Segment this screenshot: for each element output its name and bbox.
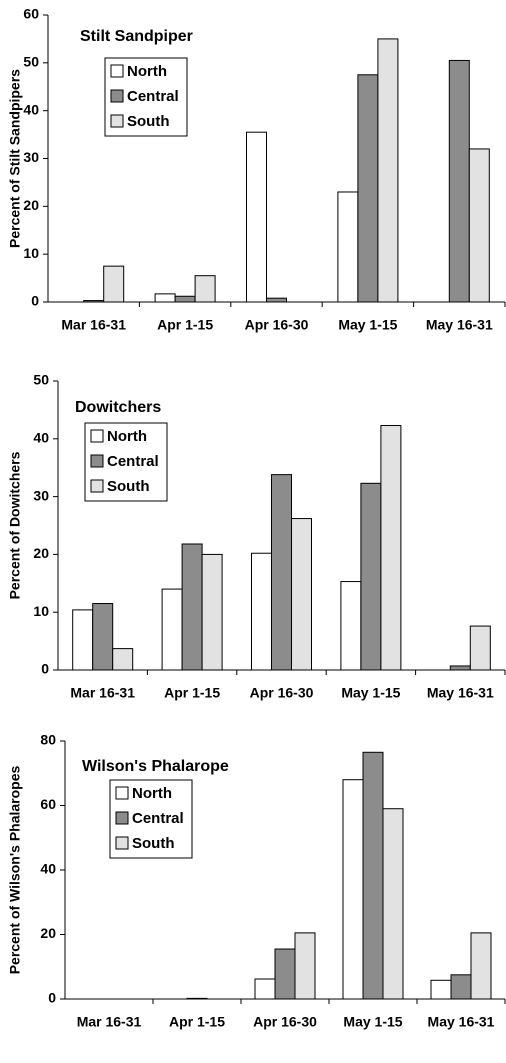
legend-label: Central [127, 88, 179, 105]
bar [103, 265, 125, 303]
x-tick-label: Apr 1-15 [164, 685, 220, 701]
bar [448, 59, 470, 303]
y-tick-label: 10 [33, 603, 49, 619]
legend-label: North [127, 63, 167, 80]
bar [337, 191, 359, 303]
y-tick-label: 50 [23, 54, 39, 70]
bar [112, 648, 134, 671]
y-axis-label: Percent of Dowitchers [7, 451, 23, 599]
bar [450, 974, 472, 1000]
y-tick-label: 10 [23, 245, 39, 261]
chart-title: Wilson's Phalarope [82, 758, 229, 775]
bar [430, 979, 452, 1000]
bar [194, 275, 216, 303]
y-axis-label: Percent of Stilt Sandpipers [7, 69, 23, 248]
x-tick-label: May 16-31 [426, 317, 493, 333]
bar [362, 751, 384, 1000]
bar [161, 588, 183, 671]
bar [360, 482, 382, 671]
bar [291, 518, 312, 671]
legend-label: North [132, 785, 172, 802]
x-tick-label: Apr 16-30 [250, 685, 314, 701]
legend-swatch [110, 114, 124, 128]
bar [470, 932, 492, 1000]
y-tick-label: 20 [23, 197, 39, 213]
bar [254, 978, 276, 1000]
bar [274, 948, 296, 1000]
bar [377, 38, 399, 303]
y-tick-label: 40 [40, 861, 56, 877]
bar [380, 425, 402, 671]
bar [271, 474, 292, 671]
chart-title: Stilt Sandpiper [80, 28, 193, 45]
bar [340, 581, 362, 671]
legend-swatch [90, 429, 104, 443]
bar [382, 808, 404, 1000]
legend-label: South [127, 113, 170, 130]
legend-swatch [115, 786, 129, 800]
legend-swatch [90, 454, 104, 468]
bar [174, 295, 196, 303]
bar [92, 603, 114, 671]
legend-label: Central [107, 453, 159, 470]
x-tick-label: Apr 1-15 [169, 1014, 225, 1030]
y-tick-label: 0 [41, 661, 49, 677]
x-tick-label: Mar 16-31 [77, 1014, 142, 1030]
y-tick-label: 20 [33, 545, 49, 561]
chart-title: Dowitchers [75, 399, 161, 416]
y-tick-label: 60 [23, 6, 39, 22]
bar [449, 665, 471, 671]
x-tick-label: Apr 16-30 [245, 317, 309, 333]
bar [246, 131, 267, 303]
bar [154, 293, 176, 303]
y-tick-label: 30 [33, 487, 49, 503]
x-tick-label: May 1-15 [338, 317, 397, 333]
x-tick-label: May 1-15 [341, 685, 400, 701]
bar [251, 552, 272, 671]
x-tick-label: May 16-31 [428, 1014, 495, 1030]
x-tick-label: Mar 16-31 [70, 685, 135, 701]
bar [201, 553, 223, 671]
legend-swatch [110, 89, 124, 103]
x-tick-label: Apr 16-30 [253, 1014, 317, 1030]
x-tick-label: May 16-31 [427, 685, 494, 701]
y-tick-label: 0 [48, 990, 56, 1006]
y-tick-label: 40 [33, 430, 49, 446]
legend-label: South [132, 835, 175, 852]
bar [72, 609, 94, 671]
bar [342, 779, 364, 1000]
x-tick-label: May 1-15 [343, 1014, 402, 1030]
y-tick-label: 50 [33, 372, 49, 388]
y-tick-label: 20 [40, 925, 56, 941]
bar [468, 148, 490, 303]
bar [469, 625, 491, 671]
legend-label: Central [132, 810, 184, 827]
legend-swatch [90, 479, 104, 493]
bar [266, 297, 287, 303]
y-tick-label: 60 [40, 796, 56, 812]
legend-label: South [107, 478, 150, 495]
legend-swatch [115, 836, 129, 850]
x-tick-label: Mar 16-31 [61, 317, 126, 333]
legend-swatch [110, 64, 124, 78]
bar [357, 74, 379, 303]
bar [294, 932, 316, 1000]
y-tick-label: 40 [23, 101, 39, 117]
legend-label: North [107, 428, 147, 445]
y-tick-label: 30 [23, 149, 39, 165]
bar [181, 543, 203, 671]
y-axis-label: Percent of Wilson's Phalaropes [7, 765, 23, 974]
y-tick-label: 80 [40, 732, 56, 748]
x-tick-label: Apr 1-15 [157, 317, 213, 333]
legend-swatch [115, 811, 129, 825]
y-tick-label: 0 [31, 293, 39, 309]
